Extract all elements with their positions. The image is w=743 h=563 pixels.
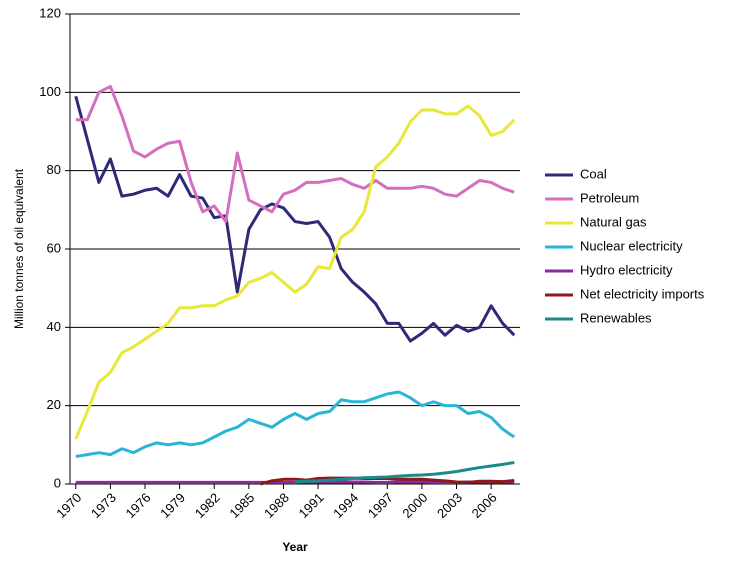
series-line (76, 96, 514, 341)
legend-label: Net electricity imports (580, 286, 705, 301)
legend-label: Nuclear electricity (580, 238, 683, 253)
y-tick-label: 120 (39, 5, 61, 20)
x-tick-label: 1997 (365, 490, 396, 521)
series-line (76, 86, 514, 221)
x-tick-label: 1988 (261, 490, 292, 521)
series-line (76, 392, 514, 457)
x-tick-label: 1970 (53, 490, 84, 521)
y-tick-label: 80 (47, 162, 61, 177)
x-tick-label: 1982 (192, 490, 223, 521)
x-tick-label: 1973 (88, 490, 119, 521)
legend-label: Hydro electricity (580, 262, 673, 277)
x-tick-label: 2003 (434, 490, 465, 521)
legend-label: Natural gas (580, 214, 647, 229)
x-tick-label: 1979 (157, 490, 188, 521)
x-tick-label: 1994 (330, 490, 361, 521)
y-tick-label: 0 (54, 475, 61, 490)
y-axis-title: Million tonnes of oil equivalent (12, 168, 26, 329)
y-tick-label: 60 (47, 240, 61, 255)
x-tick-label: 2006 (469, 490, 500, 521)
x-tick-label: 1985 (226, 490, 257, 521)
x-tick-label: 1991 (296, 490, 327, 521)
x-tick-label: 2000 (399, 490, 430, 521)
legend-label: Petroleum (580, 190, 639, 205)
y-tick-label: 20 (47, 397, 61, 412)
y-tick-label: 100 (39, 84, 61, 99)
x-axis-title: Year (282, 540, 308, 554)
y-tick-label: 40 (47, 319, 61, 334)
x-tick-label: 1976 (122, 490, 153, 521)
legend-label: Renewables (580, 310, 652, 325)
legend-label: Coal (580, 166, 607, 181)
